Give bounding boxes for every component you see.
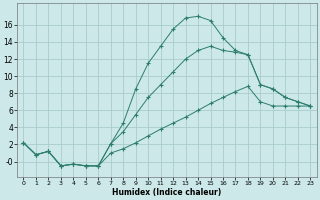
X-axis label: Humidex (Indice chaleur): Humidex (Indice chaleur) xyxy=(112,188,221,197)
